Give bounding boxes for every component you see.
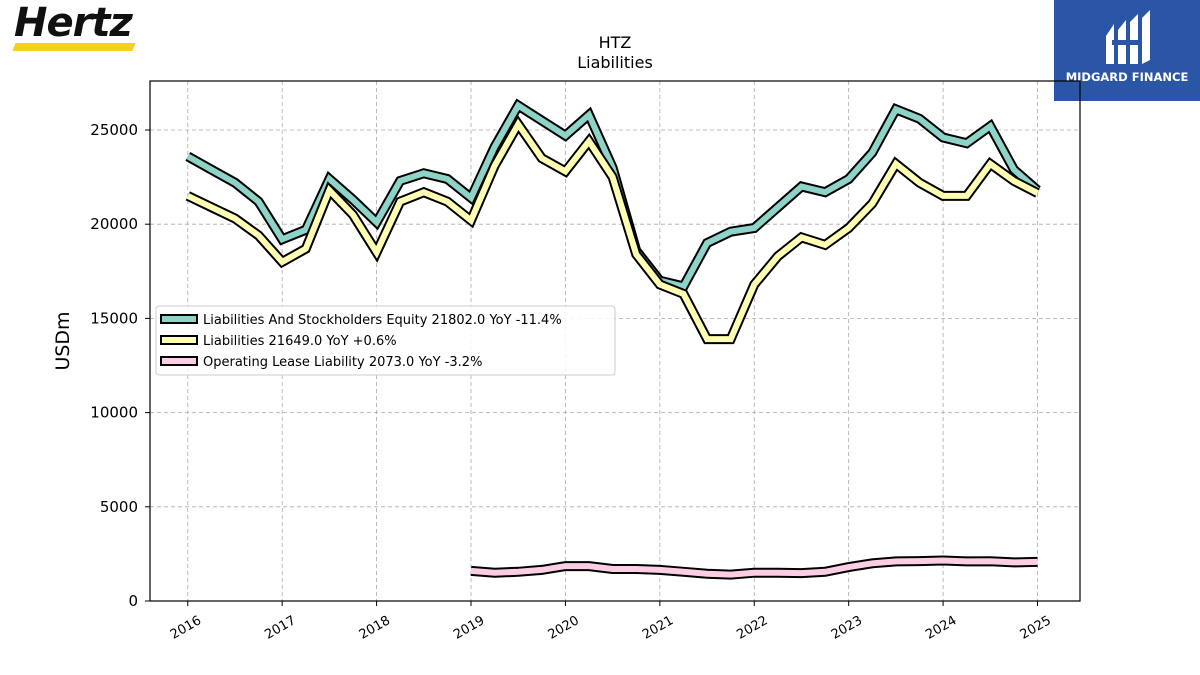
legend-entry-label: Liabilities 21649.0 YoY +0.6% xyxy=(203,334,397,349)
x-tick-label: 2022 xyxy=(734,613,770,643)
y-tick-label: 15000 xyxy=(90,309,138,327)
legend-swatch xyxy=(160,356,198,366)
midgard-finance-text: MIDGARD FINANCE xyxy=(1065,70,1189,84)
midgard-finance-logo: MIDGARD FINANCE xyxy=(1054,0,1200,101)
hertz-logo-text: Hertz xyxy=(14,0,133,46)
x-tick-label: 2018 xyxy=(357,613,393,643)
series-outline xyxy=(185,98,1041,293)
y-axis-label: USDm xyxy=(52,311,74,370)
legend-box xyxy=(155,305,616,376)
legend: Liabilities And Stockholders Equity 2180… xyxy=(155,305,616,376)
legend-entry-label: Liabilities And Stockholders Equity 2180… xyxy=(203,313,562,328)
y-tick-label: 5000 xyxy=(100,498,138,516)
legend-swatch xyxy=(160,335,198,345)
chart-subtitle: Liabilities xyxy=(577,53,653,72)
y-tick-label: 20000 xyxy=(90,215,138,233)
hertz-logo: Hertz xyxy=(6,0,138,54)
series-line xyxy=(186,118,1039,343)
series-line xyxy=(186,101,1040,290)
legend-swatch xyxy=(160,314,198,324)
legend-entry-label: Operating Lease Liability 2073.0 YoY -3.… xyxy=(203,355,482,370)
series-group xyxy=(185,98,1041,580)
x-tick-label: 2023 xyxy=(829,613,865,643)
x-tick-label: 2021 xyxy=(640,613,676,643)
y-tick-label: 10000 xyxy=(90,404,138,422)
x-tick-label: 2019 xyxy=(451,613,487,643)
y-tick-label: 25000 xyxy=(90,121,138,139)
plot-frame xyxy=(149,80,1081,602)
x-tick-label: 2020 xyxy=(546,613,582,643)
midgard-emblem-icon xyxy=(1106,10,1150,64)
x-tick-label: 2024 xyxy=(923,613,959,643)
y-tick-label: 0 xyxy=(128,592,138,610)
chart-title: HTZ xyxy=(599,33,632,52)
x-tick-label: 2017 xyxy=(262,613,298,643)
series-line xyxy=(470,557,1038,578)
x-tick-label: 2025 xyxy=(1018,613,1054,643)
x-tick-label: 2016 xyxy=(168,613,204,643)
